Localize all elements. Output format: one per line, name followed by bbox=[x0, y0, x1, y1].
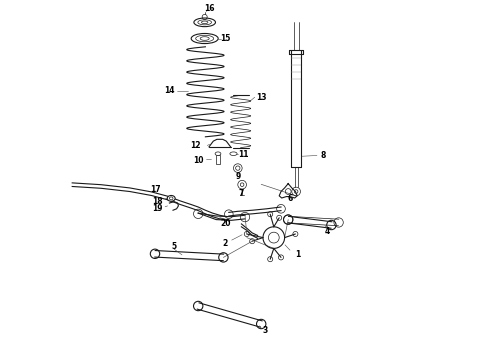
Text: 8: 8 bbox=[320, 151, 325, 160]
Text: 6: 6 bbox=[287, 194, 293, 202]
Text: 19: 19 bbox=[152, 204, 163, 213]
Ellipse shape bbox=[196, 35, 214, 42]
Text: 3: 3 bbox=[262, 326, 268, 335]
Ellipse shape bbox=[215, 152, 221, 156]
Text: 9: 9 bbox=[235, 172, 241, 181]
Bar bbox=[216, 155, 220, 164]
Text: 2: 2 bbox=[222, 239, 227, 248]
Text: 12: 12 bbox=[190, 141, 200, 150]
Text: 20: 20 bbox=[220, 220, 230, 229]
Ellipse shape bbox=[201, 21, 208, 24]
Text: 1: 1 bbox=[295, 250, 301, 259]
Text: 16: 16 bbox=[204, 4, 214, 13]
Ellipse shape bbox=[200, 37, 209, 40]
Text: 14: 14 bbox=[164, 86, 174, 95]
Text: 11: 11 bbox=[238, 150, 248, 159]
Ellipse shape bbox=[167, 195, 175, 201]
Text: 15: 15 bbox=[220, 34, 231, 43]
Text: 10: 10 bbox=[193, 156, 203, 166]
Text: 5: 5 bbox=[172, 243, 176, 252]
Ellipse shape bbox=[198, 20, 212, 25]
Text: 13: 13 bbox=[256, 93, 267, 102]
Text: 4: 4 bbox=[325, 227, 330, 236]
Text: 17: 17 bbox=[150, 185, 161, 194]
Ellipse shape bbox=[191, 33, 218, 44]
Text: 7: 7 bbox=[239, 189, 244, 198]
Ellipse shape bbox=[230, 152, 237, 156]
Circle shape bbox=[240, 183, 244, 186]
Text: 18: 18 bbox=[152, 197, 163, 206]
Ellipse shape bbox=[170, 197, 173, 200]
Ellipse shape bbox=[194, 18, 216, 27]
